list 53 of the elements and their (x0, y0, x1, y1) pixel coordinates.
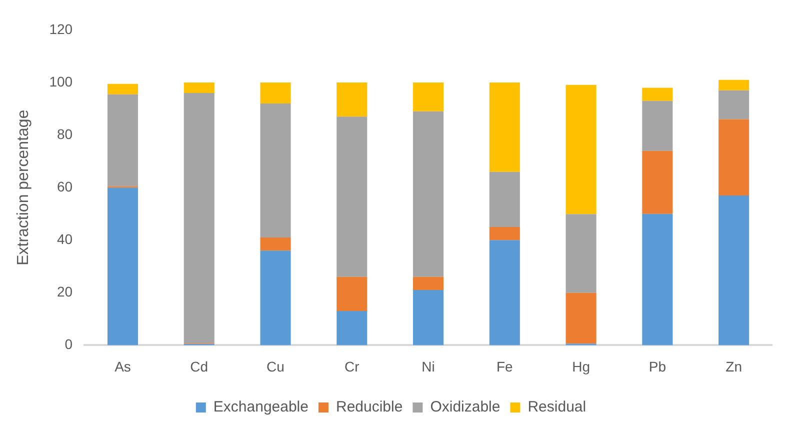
bar (336, 311, 368, 346)
bar (260, 250, 291, 346)
bar (107, 84, 138, 94)
x-tick-label: Ni (422, 358, 435, 374)
x-tick-label: As (114, 358, 131, 374)
y-tick-label: 80 (56, 126, 73, 142)
legend-label: Residual (528, 398, 586, 416)
bar (107, 94, 138, 186)
y-tick-label: 60 (56, 178, 73, 194)
y-tick-label: 20 (56, 284, 73, 300)
bar (260, 238, 291, 251)
bar (260, 104, 291, 238)
bar (336, 116, 368, 277)
x-tick-label: Zn (726, 358, 742, 374)
x-tick-label: Cd (190, 358, 208, 374)
bar (642, 88, 673, 101)
bar (718, 119, 750, 196)
bar (260, 82, 291, 104)
bar (566, 292, 596, 344)
legend-label: Oxidizable (430, 398, 500, 416)
bar (718, 195, 750, 346)
x-tick-label: Cr (344, 358, 360, 374)
y-tick-label: 40 (56, 230, 73, 247)
y-tick-label: 120 (49, 20, 73, 37)
bar (566, 214, 596, 293)
x-tick-label: Fe (496, 358, 514, 374)
bar (718, 80, 750, 90)
bar (413, 290, 444, 346)
bar (336, 82, 368, 117)
bar (642, 214, 673, 346)
bar (642, 150, 673, 214)
bar (107, 188, 138, 346)
legend-label: Exchangeable (213, 398, 308, 416)
bar (566, 84, 596, 214)
x-tick-label: Hg (572, 358, 590, 374)
y-axis-title: Extraction percentage (15, 110, 32, 266)
bar (489, 227, 520, 240)
bar (336, 276, 368, 312)
bar (413, 82, 444, 112)
legend-label: Reducible (336, 398, 403, 416)
bar (413, 111, 444, 277)
x-tick-label: Pb (648, 358, 666, 374)
bar (489, 240, 520, 346)
y-tick-label: 100 (49, 73, 73, 90)
bar (718, 90, 750, 120)
bar (489, 82, 520, 172)
x-tick-label: Cu (266, 358, 284, 374)
bar (413, 276, 444, 290)
y-tick-label: 0 (64, 336, 73, 352)
bar (642, 100, 673, 151)
bar (489, 172, 520, 227)
bar (184, 82, 214, 94)
bar (184, 93, 214, 344)
